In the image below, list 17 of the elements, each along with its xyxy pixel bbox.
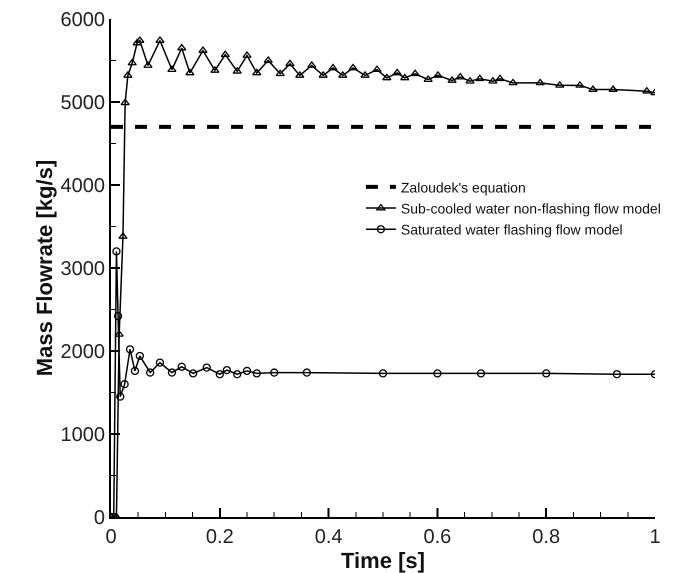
y-tick-label: 0 (94, 507, 105, 529)
y-tick-label: 4000 (60, 175, 105, 197)
y-tick-label: 3000 (60, 258, 105, 280)
y-tick-label: 1000 (60, 424, 105, 446)
x-tick-label: 0.2 (206, 526, 234, 548)
x-tick-label: 0.4 (314, 526, 343, 548)
legend-label: Zaloudek's equation (400, 179, 526, 196)
y-tick-label: 6000 (60, 9, 105, 31)
x-tick-label: 0.8 (532, 526, 560, 548)
y-axis-title: Mass Flowrate [kg/s] (32, 160, 57, 376)
legend-label: Sub-cooled water non-flashing flow model (400, 200, 661, 216)
legend-label: Saturated water flashing flow model (400, 222, 623, 238)
y-tick-label: 5000 (60, 92, 105, 114)
x-tick-label: 0.6 (423, 526, 452, 548)
x-tick-label: 1 (649, 526, 661, 548)
x-axis-title: Time [s] (341, 548, 425, 573)
y-tick-label: 2000 (60, 341, 105, 363)
